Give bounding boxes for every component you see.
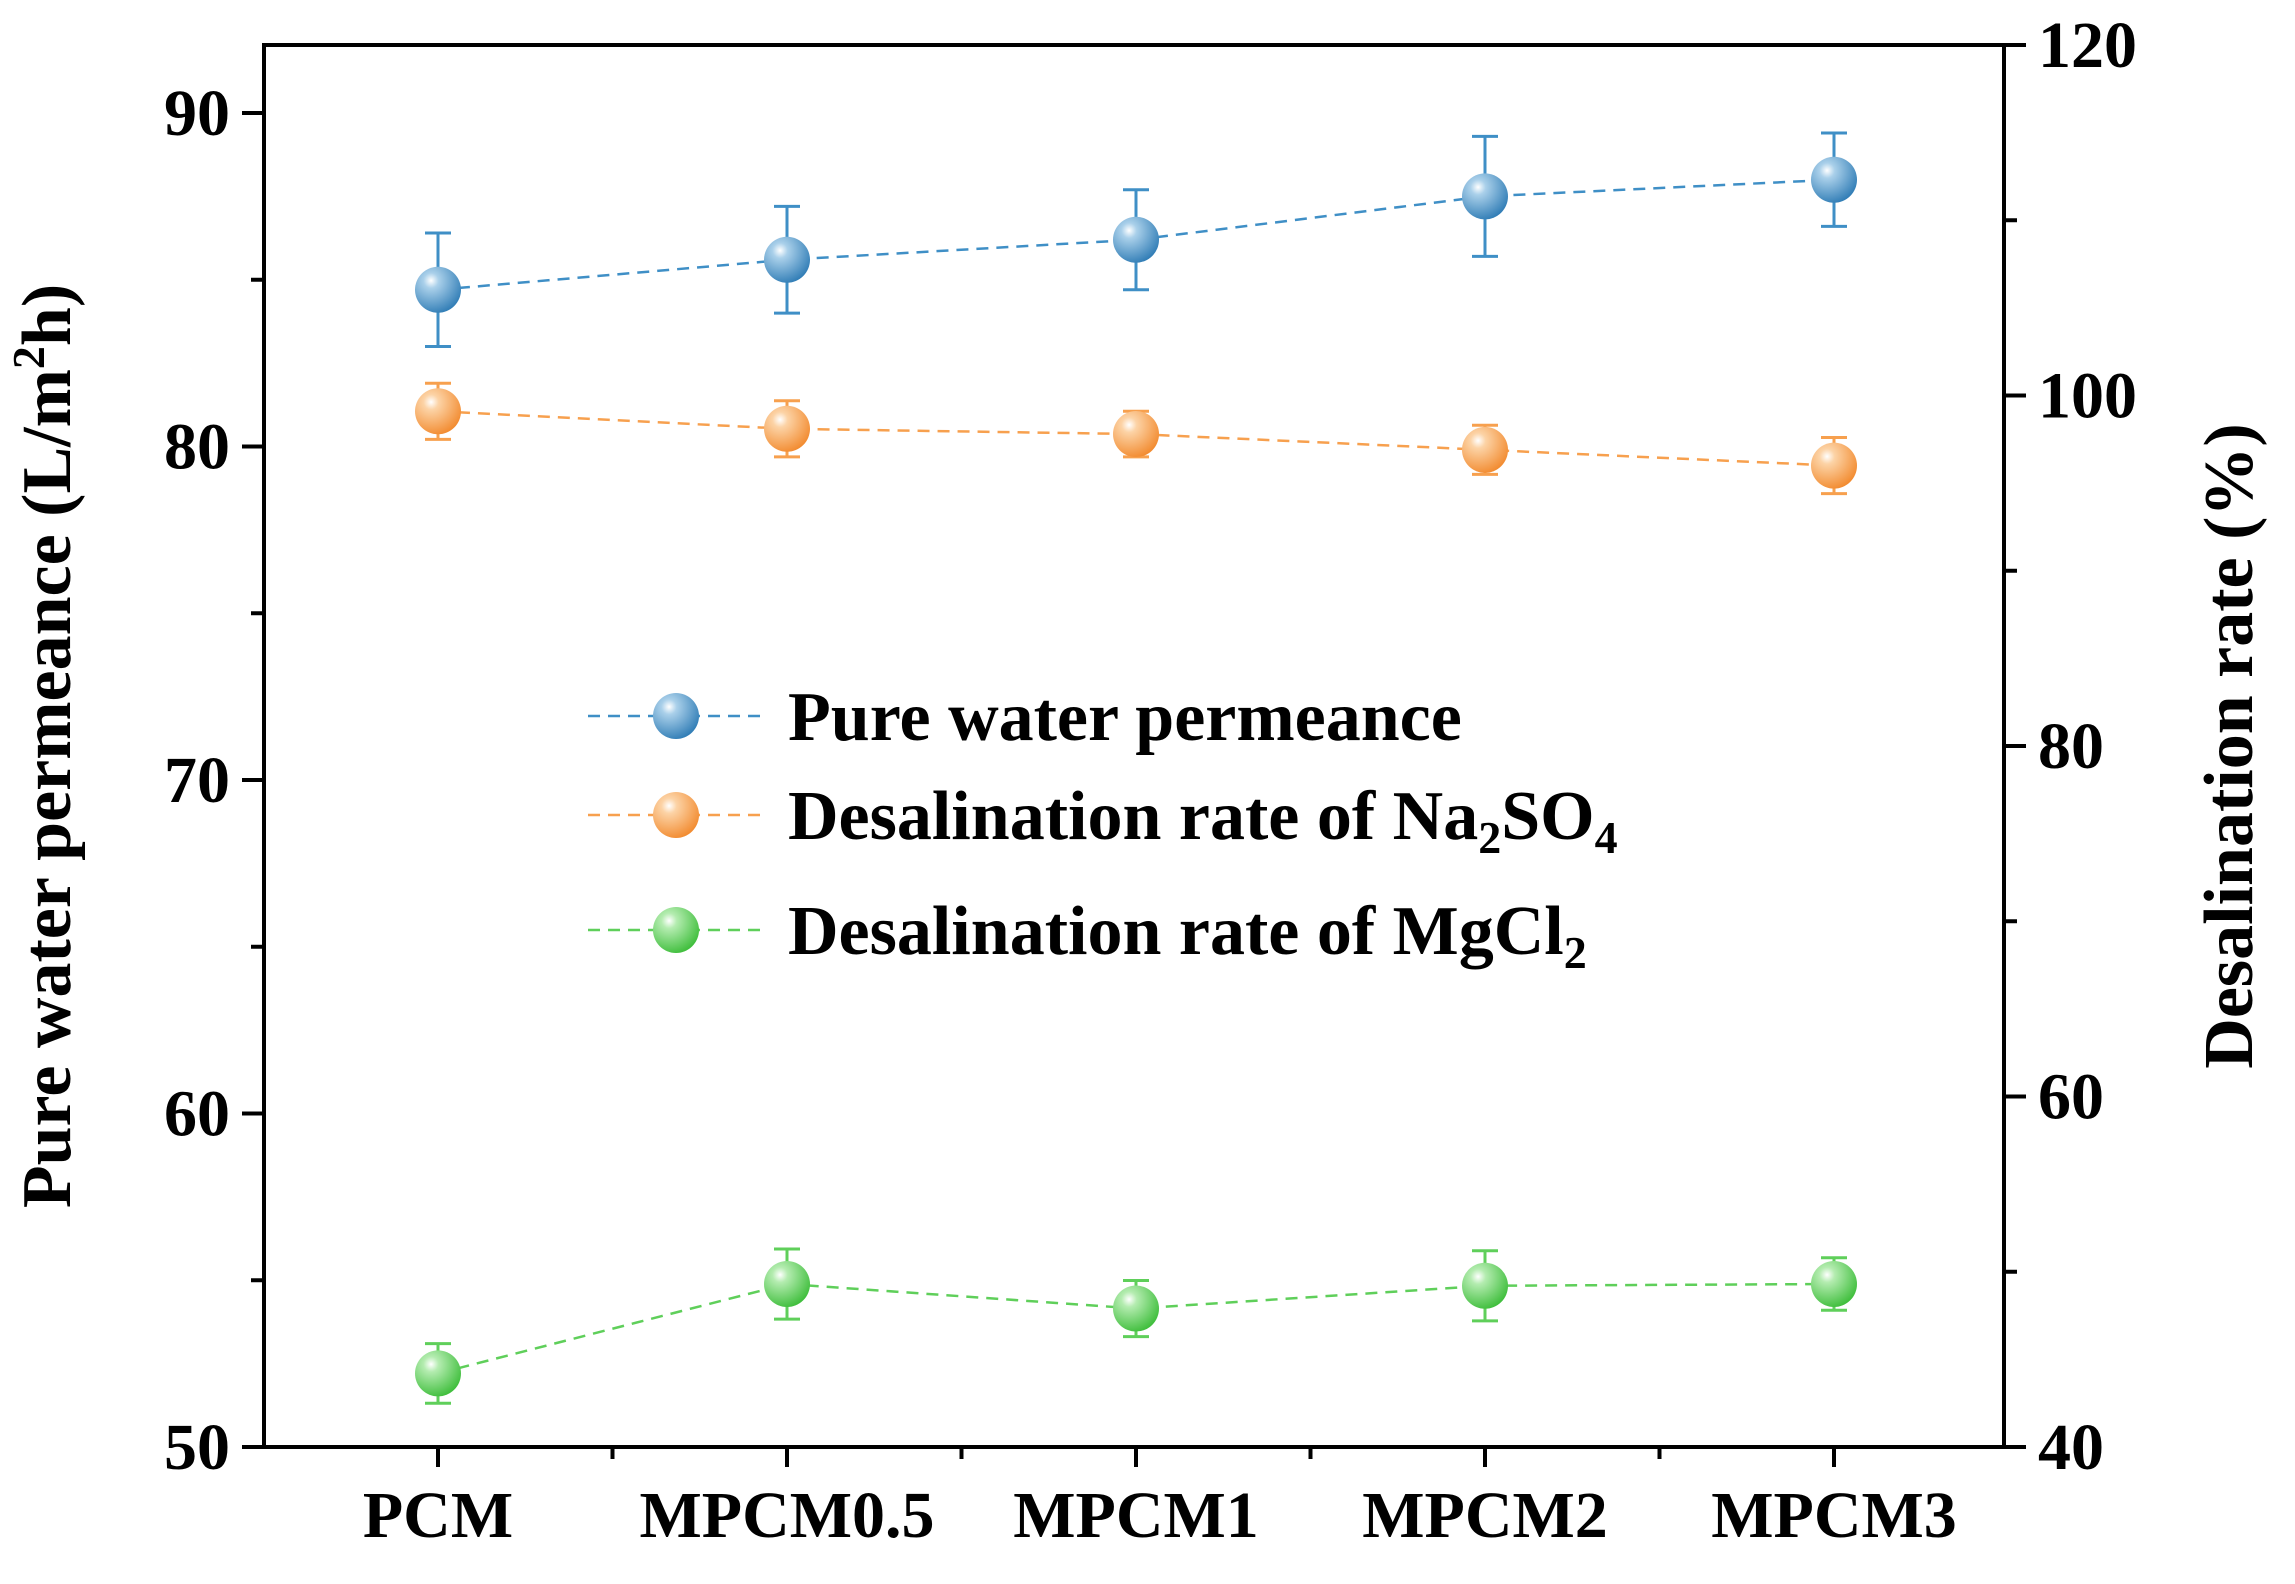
legend-entry-na2so4: Desalination rate of Na2SO4: [588, 778, 1618, 863]
legend-entry-mgcl2: Desalination rate of MgCl2: [588, 893, 1587, 978]
right-tick-label: 40: [2038, 1411, 2104, 1484]
right-tick-label: 60: [2038, 1061, 2104, 1134]
right-tick-label: 100: [2038, 360, 2137, 433]
left-tick-label: 90: [164, 77, 230, 150]
right-axis-ticks: 40 60 80 100 120: [2004, 9, 2137, 1484]
legend-label-pure-water: Pure water permeance: [788, 679, 1462, 756]
right-axis-title: Desalination rate (%): [2191, 423, 2268, 1068]
x-tick-label: MPCM2: [1362, 1479, 1608, 1552]
data-point: [1811, 442, 1857, 489]
data-point: [415, 266, 461, 313]
series-1: [415, 381, 1857, 496]
series-line: [437, 410, 1835, 467]
legend-marker-mgcl2: [653, 907, 699, 953]
left-axis-title: Pure water permeance (L/m2h): [3, 284, 86, 1208]
data-point: [415, 1350, 461, 1397]
data-point: [1462, 1262, 1508, 1309]
data-point: [1811, 156, 1857, 203]
data-point: [764, 1261, 810, 1308]
series-2: [415, 1247, 1857, 1405]
x-tick-label: MPCM3: [1711, 1479, 1957, 1552]
data-point: [764, 236, 810, 283]
left-tick-label: 80: [164, 411, 230, 484]
legend-marker-na2so4: [653, 792, 699, 838]
x-tick-label: PCM: [363, 1479, 513, 1552]
legend-label-mgcl2: Desalination rate of MgCl2: [788, 893, 1587, 978]
left-tick-label: 60: [164, 1078, 230, 1151]
data-point: [764, 405, 810, 452]
x-axis-ticks: PCM MPCM0.5 MPCM1 MPCM2 MPCM3: [363, 1447, 1957, 1552]
left-axis-ticks: 50 60 70 80 90: [164, 77, 264, 1484]
series-layer: [415, 131, 1857, 1405]
legend-entry-pure-water: Pure water permeance: [588, 679, 1462, 756]
series-line: [437, 178, 1835, 292]
series-0: [415, 131, 1857, 348]
right-tick-label: 80: [2038, 710, 2104, 783]
data-point: [1811, 1261, 1857, 1308]
legend-label-na2so4: Desalination rate of Na2SO4: [788, 778, 1618, 863]
data-point: [1113, 411, 1159, 458]
right-tick-label: 120: [2038, 9, 2137, 82]
legend: Pure water permeance Desalination rate o…: [588, 679, 1618, 978]
legend-marker-pure-water: [653, 693, 699, 739]
data-point: [1462, 426, 1508, 473]
x-tick-label: MPCM1: [1013, 1479, 1259, 1552]
data-point: [1113, 216, 1159, 263]
data-point: [1462, 173, 1508, 220]
left-tick-label: 70: [164, 744, 230, 817]
x-tick-label: MPCM0.5: [639, 1479, 934, 1552]
data-point: [1113, 1285, 1159, 1332]
data-point: [415, 388, 461, 435]
left-tick-label: 50: [164, 1411, 230, 1484]
